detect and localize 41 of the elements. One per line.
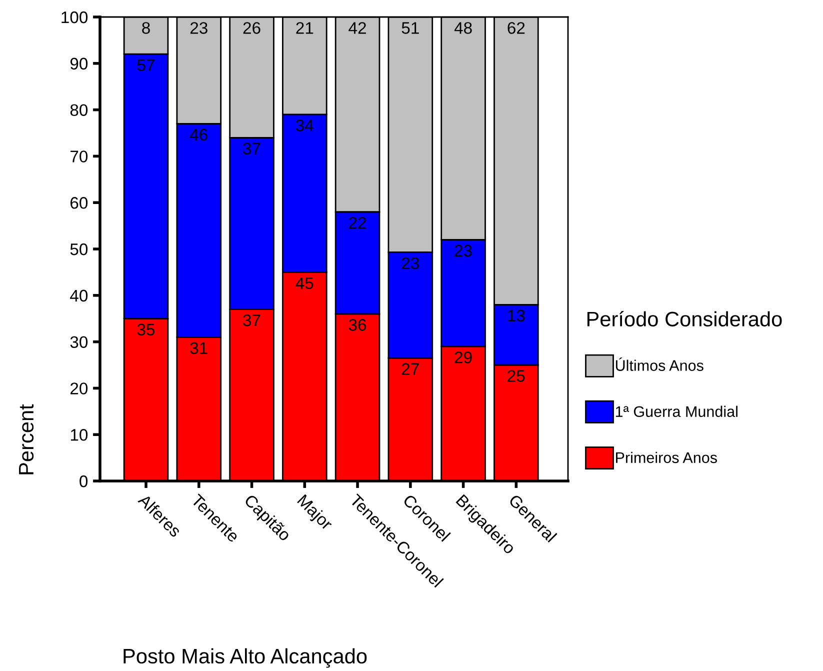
data-label: 51: [402, 22, 419, 34]
legend-title: Período Considerado: [587, 310, 782, 326]
legend-label: Primeiros Anos: [616, 452, 717, 464]
data-label: 21: [296, 22, 314, 34]
data-label: 37: [243, 314, 260, 326]
data-label: 23: [454, 244, 472, 257]
data-label: 13: [508, 310, 525, 322]
data-label: 23: [190, 22, 208, 34]
data-label: 57: [137, 59, 154, 71]
data-label: 25: [508, 370, 525, 382]
data-label: 42: [348, 22, 366, 34]
y-tick-label: 60: [70, 197, 88, 209]
data-label: 26: [243, 22, 260, 34]
data-label: 48: [454, 22, 472, 34]
y-tick-label: 80: [70, 104, 88, 116]
data-label: 29: [454, 352, 472, 364]
data-label: 34: [296, 120, 314, 132]
data-label: 46: [190, 128, 208, 141]
y-tick-label: 100: [62, 11, 88, 24]
y-axis-title: Percent: [19, 404, 34, 474]
legend-label: 1ª Guerra Mundial: [616, 406, 738, 418]
legend-label: Últimos Anos: [616, 358, 704, 371]
y-tick-label: 90: [70, 58, 88, 70]
y-tick-label: 30: [70, 336, 88, 348]
data-label: 22: [349, 216, 366, 229]
data-label: 23: [402, 257, 419, 270]
data-label: 27: [402, 363, 419, 375]
y-tick-label: 70: [70, 150, 88, 162]
data-label: 35: [137, 324, 155, 336]
y-tick-label: 10: [70, 429, 88, 441]
x-axis-title: Posto Mais Alto Alcançado: [124, 648, 367, 668]
data-label: 31: [190, 342, 208, 354]
data-label: 36: [348, 319, 366, 331]
y-tick-label: 40: [70, 290, 88, 302]
y-tick-label: 50: [70, 243, 88, 256]
data-label: 8: [142, 22, 150, 34]
data-label: 37: [243, 142, 260, 155]
y-tick-label: 0: [80, 475, 88, 488]
data-label: 62: [508, 22, 525, 34]
y-tick-label: 20: [70, 382, 88, 394]
data-label: 45: [296, 277, 314, 290]
